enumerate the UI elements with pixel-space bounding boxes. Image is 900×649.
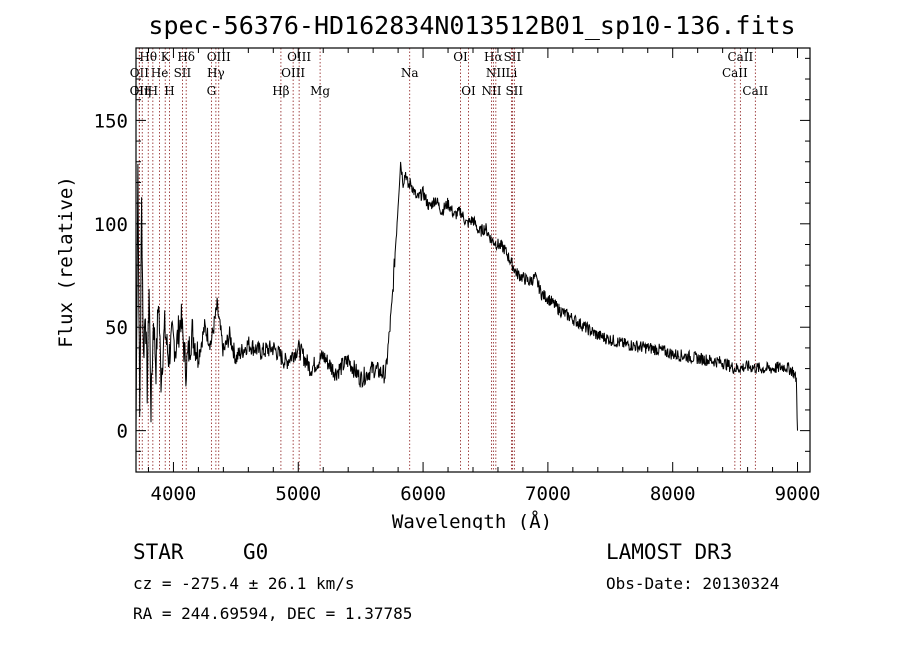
spectrum-line: [135, 161, 798, 432]
x-axis-label: Wavelength (Å): [392, 510, 552, 530]
spectrum-series: [135, 161, 798, 432]
x-tick-label: 8000: [650, 483, 696, 505]
spectral-line-label: CaII: [727, 50, 753, 64]
spectrum-chart: spec-56376-HD162834N013512B01_sp10-136.f…: [55, 11, 821, 530]
spectral-line-label: H: [148, 84, 158, 98]
spectral-line-label: H: [164, 84, 174, 98]
spectral-line-label: CaII: [722, 66, 748, 80]
spectral-line-label: SII: [505, 84, 523, 98]
spectral-line-label: OIII: [281, 66, 305, 80]
x-tick-label: 7000: [525, 483, 571, 505]
spectral-line-label: G: [207, 84, 217, 98]
coordinates: RA = 244.69594, DEC = 1.37785: [133, 604, 413, 623]
redshift-cz: cz = -275.4 ± 26.1 km/s: [133, 574, 355, 593]
axis-ticks: 4000 5000 6000 7000 8000 9000 0 50 100 150: [94, 48, 821, 505]
spectral-line-label: Hα: [484, 50, 503, 64]
plot-frame: [135, 47, 811, 473]
chart-title: spec-56376-HD162834N013512B01_sp10-136.f…: [148, 11, 795, 40]
spectral-line-label: Hγ: [207, 66, 225, 80]
spectral-line-label: SII: [174, 66, 192, 80]
spectral-line-label: Mg: [310, 84, 330, 98]
x-tick-label: 5000: [275, 483, 321, 505]
x-tick-label: 4000: [151, 483, 197, 505]
object-class: STAR: [133, 540, 184, 564]
spectral-line-label: Hβ: [272, 84, 289, 98]
y-tick-label: 0: [117, 421, 128, 443]
spectral-line-label: OIII: [287, 50, 311, 64]
spectral-line-label: He: [151, 66, 169, 80]
spectral-line-label: OII: [130, 84, 150, 98]
x-tick-label: 9000: [775, 483, 821, 505]
spectral-line-label: NII: [486, 66, 506, 80]
spectral-line-label: Hη: [133, 84, 151, 98]
obs-date: Obs-Date: 20130324: [606, 574, 780, 593]
spectral-line-label: Hθ: [139, 50, 157, 64]
x-tick-label: 6000: [400, 483, 446, 505]
spectral-line-label: CaII: [742, 84, 768, 98]
spectral-line-label: NII: [481, 84, 501, 98]
y-tick-label: 100: [94, 214, 128, 236]
spectral-line-label: OI: [453, 50, 468, 64]
spectral-line-label: K: [161, 50, 171, 64]
object-subclass: G0: [243, 540, 269, 564]
y-tick-label: 150: [94, 110, 128, 132]
spectral-line-label: Na: [401, 66, 419, 80]
spectral-line-label: Hδ: [177, 50, 195, 64]
spectral-line-label: Li: [506, 66, 518, 80]
spectral-line-label: SII: [504, 50, 522, 64]
y-tick-label: 50: [105, 317, 128, 339]
spectral-line-label: OI: [461, 84, 476, 98]
survey-name: LAMOST DR3: [606, 540, 733, 564]
y-axis-label: Flux (relative): [55, 176, 77, 348]
spectral-line-label: OIII: [207, 50, 231, 64]
